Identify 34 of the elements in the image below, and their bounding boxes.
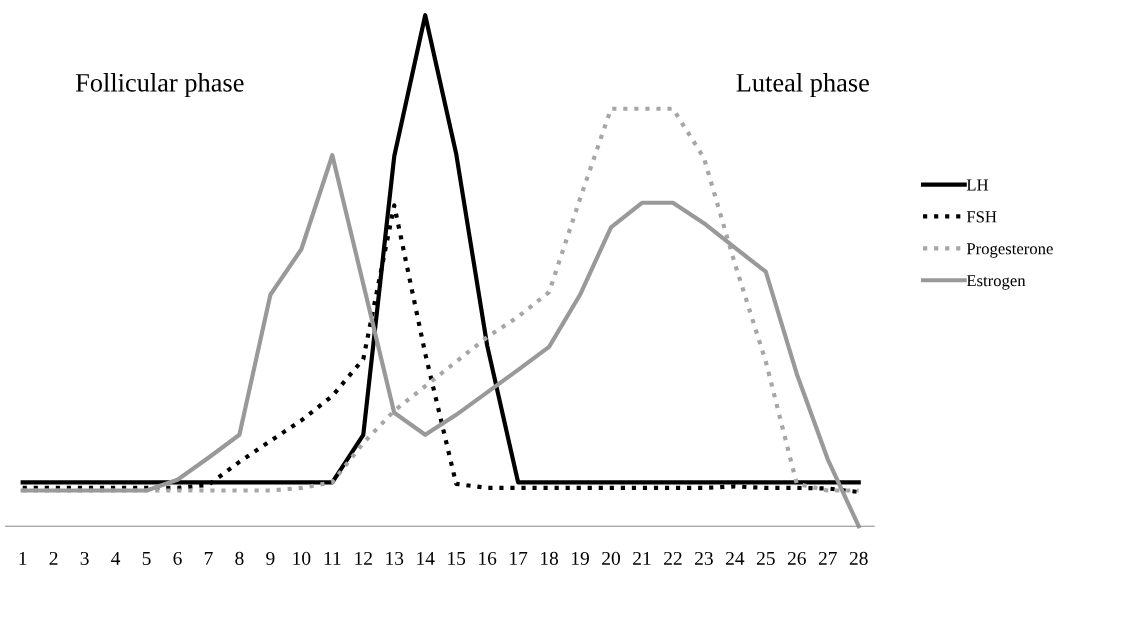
legend-label: FSH	[966, 211, 997, 223]
x-tick-label: 27	[818, 551, 837, 565]
x-tick-label: 12	[355, 551, 372, 565]
x-tick-label: 8	[235, 551, 244, 565]
x-tick-label: 23	[695, 551, 713, 565]
x-tick-label: 22	[664, 551, 682, 565]
x-tick-label: 4	[111, 551, 121, 565]
x-tick-label: 28	[849, 551, 868, 565]
x-tick-label: 9	[266, 551, 275, 565]
annotation: Follicular phase	[75, 73, 244, 98]
x-tick-label: 20	[602, 551, 620, 565]
x-tick-label: 13	[386, 551, 404, 565]
x-tick-label: 1	[19, 551, 27, 565]
legend-label: Estrogen	[966, 275, 1026, 290]
x-tick-label: 26	[787, 551, 806, 565]
x-tick-label: 10	[293, 551, 311, 565]
x-tick-label: 16	[479, 551, 497, 565]
x-tick-label: 11	[324, 551, 341, 565]
x-tick-label: 7	[204, 552, 213, 565]
x-tick-label: 2	[49, 551, 58, 565]
x-tick-label: 18	[541, 551, 559, 565]
x-tick-label: 25	[756, 551, 775, 565]
x-tick-label: 5	[142, 552, 151, 565]
annotation: Luteal phase	[736, 73, 869, 98]
x-tick-label: 6	[173, 551, 182, 565]
x-tick-label: 14	[417, 551, 435, 565]
legend-label: LH	[966, 179, 989, 191]
x-tick-label: 15	[448, 551, 466, 565]
x-tick-label: 17	[510, 551, 528, 565]
x-tick-label: 21	[633, 551, 651, 565]
x-tick-label: 24	[725, 551, 745, 565]
legend-label: Progesterone	[966, 243, 1053, 258]
x-tick-label: 3	[80, 551, 89, 565]
x-tick-label: 19	[572, 551, 589, 565]
